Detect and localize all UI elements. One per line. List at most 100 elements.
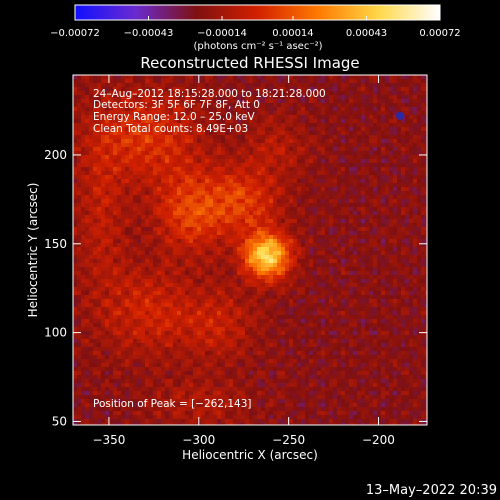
heatmap-cell (405, 215, 410, 220)
heatmap-cell (257, 279, 262, 284)
heatmap-cell (257, 103, 262, 108)
heatmap-cell (357, 111, 362, 116)
heatmap-cell (97, 99, 102, 104)
heatmap-cell (129, 143, 134, 148)
heatmap-cell (193, 259, 198, 264)
heatmap-cell (377, 207, 382, 212)
heatmap-cell (369, 203, 374, 208)
heatmap-cell (229, 151, 234, 156)
heatmap-cell (121, 75, 126, 80)
heatmap-cell (93, 107, 98, 112)
heatmap-cell (389, 155, 394, 160)
heatmap-cell (425, 143, 427, 148)
heatmap-cell (297, 159, 302, 164)
heatmap-cell (181, 131, 186, 136)
heatmap-cell (145, 295, 150, 300)
heatmap-cell (113, 119, 118, 124)
heatmap-cell (225, 203, 230, 208)
heatmap-cell (409, 167, 414, 172)
heatmap-cell (341, 91, 346, 96)
heatmap-cell (381, 103, 386, 108)
heatmap-cell (289, 151, 294, 156)
heatmap-cell (213, 275, 218, 280)
heatmap-cell (85, 95, 90, 100)
heatmap-cell (205, 151, 210, 156)
heatmap-cell (401, 291, 406, 296)
heatmap-cell (133, 131, 138, 136)
heatmap-cell (245, 219, 250, 224)
heatmap-cell (129, 171, 134, 176)
heatmap-cell (177, 283, 182, 288)
heatmap-cell (173, 239, 178, 244)
heatmap-cell (241, 251, 246, 256)
heatmap-cell (221, 191, 226, 196)
heatmap-cell (409, 87, 414, 92)
heatmap-cell (181, 175, 186, 180)
heatmap-cell (409, 295, 414, 300)
heatmap-cell (405, 163, 410, 168)
heatmap-cell (145, 207, 150, 212)
heatmap-cell (217, 223, 222, 228)
heatmap-cell (161, 243, 166, 248)
heatmap-cell (413, 103, 418, 108)
heatmap-cell (365, 199, 370, 204)
heatmap-cell (229, 163, 234, 168)
heatmap-cell (301, 227, 306, 232)
heatmap-cell (389, 91, 394, 96)
heatmap-cell (313, 147, 318, 152)
heatmap-cell (357, 251, 362, 256)
heatmap-cell (229, 259, 234, 264)
heatmap-cell (357, 211, 362, 216)
heatmap-cell (137, 219, 142, 224)
heatmap-cell (161, 79, 166, 84)
heatmap-cell (245, 187, 250, 192)
heatmap-cell (337, 195, 342, 200)
heatmap-cell (229, 287, 234, 292)
heatmap-cell (341, 147, 346, 152)
heatmap-cell (425, 271, 427, 276)
colorbar-tick-label: −0.00014 (197, 28, 247, 39)
heatmap-cell (173, 95, 178, 100)
heatmap-cell (281, 163, 286, 168)
heatmap-cell (293, 111, 298, 116)
heatmap-cell (193, 107, 198, 112)
heatmap-cell (133, 247, 138, 252)
heatmap-cell (357, 267, 362, 272)
heatmap-cell (417, 103, 422, 108)
heatmap-cell (161, 159, 166, 164)
heatmap-cell (93, 79, 98, 84)
heatmap-cell (341, 179, 346, 184)
heatmap-cell (273, 139, 278, 144)
heatmap-cell (193, 187, 198, 192)
heatmap-cell (81, 207, 86, 212)
heatmap-cell (273, 227, 278, 232)
heatmap-cell (233, 175, 238, 180)
heatmap-cell (157, 95, 162, 100)
heatmap-cell (209, 95, 214, 100)
heatmap-cell (113, 247, 118, 252)
heatmap-cell (93, 111, 98, 116)
heatmap-cell (305, 91, 310, 96)
heatmap-cell (253, 267, 258, 272)
colorbar-tick-label: −0.00072 (50, 28, 100, 39)
heatmap-cell (205, 267, 210, 272)
heatmap-cell (409, 131, 414, 136)
heatmap-cell (333, 139, 338, 144)
heatmap-cell (153, 123, 158, 128)
heatmap-cell (365, 83, 370, 88)
heatmap-cell (377, 111, 382, 116)
heatmap-cell (381, 167, 386, 172)
heatmap-cell (113, 151, 118, 156)
heatmap-cell (401, 167, 406, 172)
heatmap-cell (317, 231, 322, 236)
heatmap-cell (173, 255, 178, 260)
heatmap-cell (109, 115, 114, 120)
heatmap-cell (261, 91, 266, 96)
heatmap-cell (181, 235, 186, 240)
heatmap-cell (89, 95, 94, 100)
heatmap-cell (105, 295, 110, 300)
heatmap-cell (213, 187, 218, 192)
heatmap-cell (197, 95, 202, 100)
heatmap-cell (129, 135, 134, 140)
heatmap-cell (113, 283, 118, 288)
